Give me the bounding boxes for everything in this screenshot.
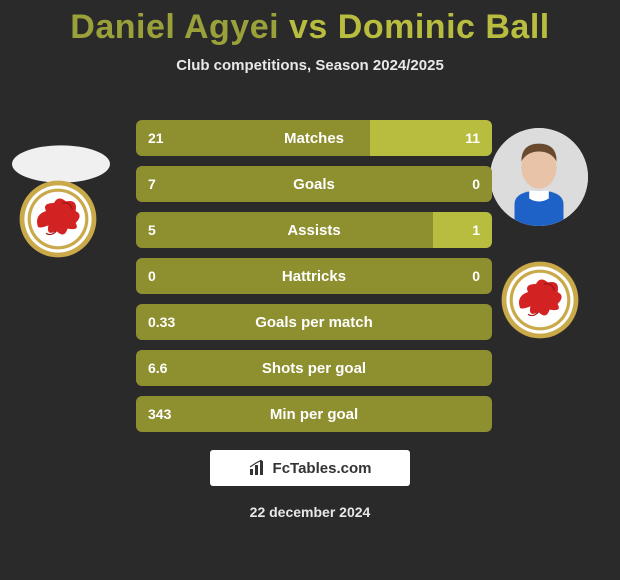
chart-icon [249,460,267,476]
subtitle: Club competitions, Season 2024/2025 [0,57,620,74]
stat-value-right: 0 [472,176,480,192]
stat-label: Hattricks [136,268,492,285]
club-crest-icon [500,260,580,340]
stat-value-right: 11 [465,130,480,146]
stat-value-left: 0 [148,268,156,284]
brand-badge: FcTables.com [210,450,410,486]
title-vs: vs [279,8,338,46]
page-title: Daniel Agyei vs Dominic Ball [0,0,620,47]
stat-row: Matches21 11 [136,120,492,156]
player2-club-crest [500,260,580,340]
stat-label: Matches [136,130,492,147]
stat-label: Goals [136,176,492,193]
player1-avatar [12,145,110,182]
title-player1: Daniel Agyei [70,8,279,46]
stat-value-left: 0.33 [148,314,175,330]
stat-row: Min per goal343 [136,396,492,432]
stat-value-left: 21 [148,130,164,146]
stat-label: Goals per match [136,314,492,331]
player1-club-crest [18,179,98,259]
stat-value-left: 343 [148,406,171,422]
stat-row: Assists5 1 [136,212,492,248]
comparison-chart: Matches2111Goals70Assists51Hattricks00Go… [136,120,492,442]
player2-avatar [490,128,588,226]
stat-label: Assists [136,222,492,239]
footer-date: 22 december 2024 [0,504,620,520]
stat-value-right: 1 [472,222,480,238]
brand-text: FcTables.com [273,460,372,477]
stat-row: Hattricks0 0 [136,258,492,294]
stat-label: Shots per goal [136,360,492,377]
stat-value-right: 0 [472,268,480,284]
stat-row: Goals per match0.33 [136,304,492,340]
stat-value-left: 6.6 [148,360,167,376]
stat-row: Shots per goal6.6 [136,350,492,386]
avatar-placeholder-icon [490,128,588,226]
stat-value-left: 5 [148,222,156,238]
stat-label: Min per goal [136,406,492,423]
club-crest-icon [18,179,98,259]
title-player2: Dominic Ball [338,8,550,46]
stat-row: Goals7 0 [136,166,492,202]
stat-value-left: 7 [148,176,156,192]
